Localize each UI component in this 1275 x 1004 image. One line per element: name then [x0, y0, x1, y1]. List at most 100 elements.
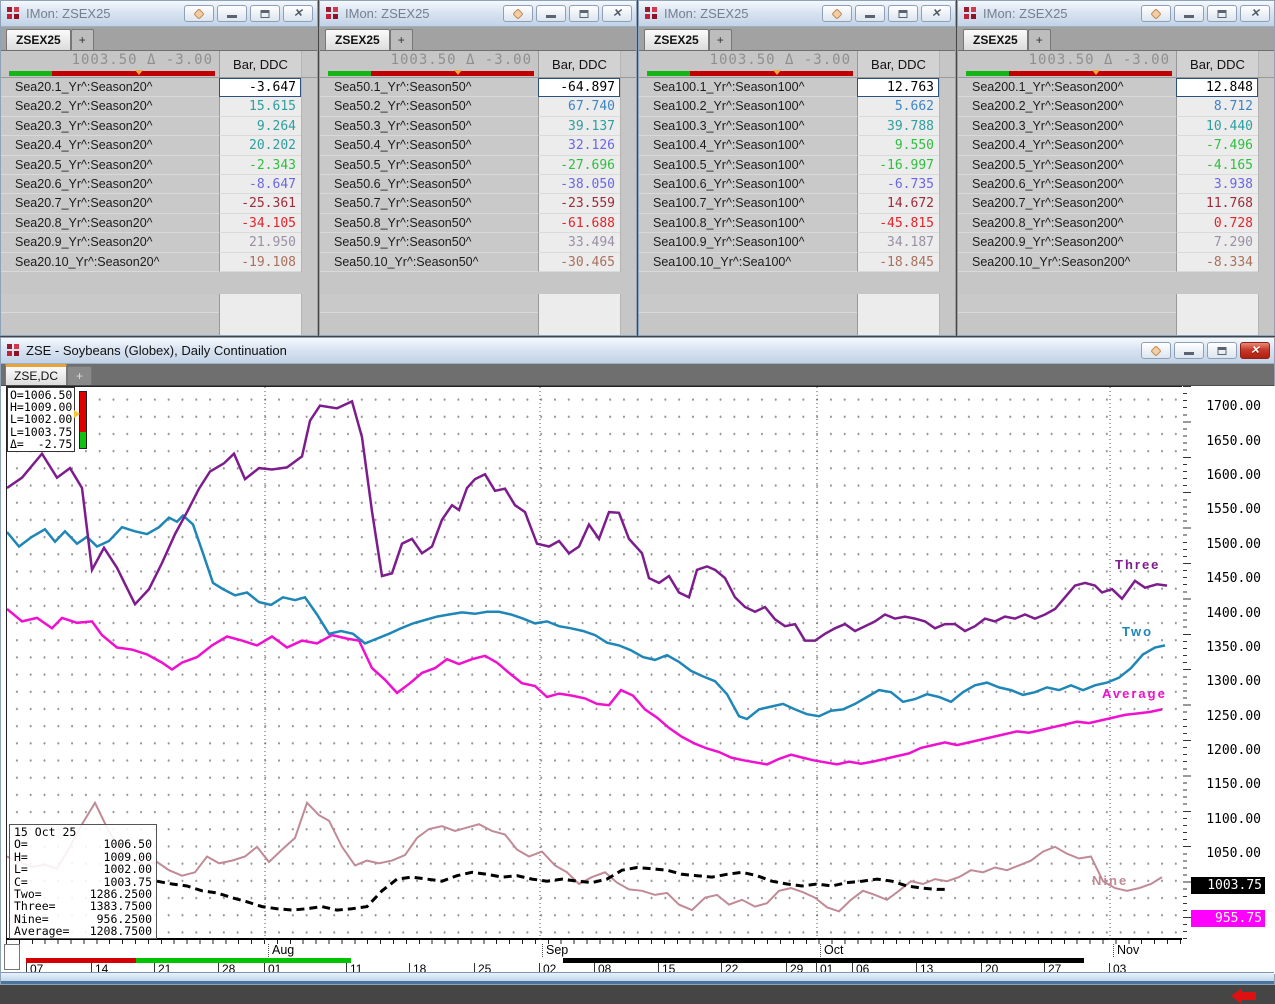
- table-row[interactable]: Sea50.3_Yr^:Season50^ 39.137: [320, 116, 636, 137]
- seasonal-series-value[interactable]: -45.815: [857, 213, 939, 234]
- seasonal-series-value[interactable]: 7.290: [1176, 233, 1258, 253]
- table-row[interactable]: Sea50.5_Yr^:Season50^ -27.696: [320, 155, 636, 175]
- seasonal-series-value[interactable]: -8.647: [219, 174, 301, 195]
- seasonal-series-value[interactable]: 67.740: [538, 97, 620, 117]
- tab-symbol[interactable]: ZSEX25: [6, 29, 71, 50]
- table-row[interactable]: Sea20.4_Yr^:Season20^ 20.202: [1, 136, 317, 156]
- tab-add[interactable]: +: [1027, 29, 1051, 50]
- minimize-button[interactable]: [1174, 5, 1204, 22]
- tab-add[interactable]: +: [708, 29, 732, 50]
- seasonal-series-value[interactable]: -61.688: [538, 213, 620, 234]
- table-row[interactable]: Sea20.2_Yr^:Season20^ 15.615: [1, 97, 317, 117]
- seasonal-series-value[interactable]: 12.848: [1176, 78, 1258, 98]
- tab-add[interactable]: +: [67, 366, 93, 385]
- table-row[interactable]: Sea200.7_Yr^:Season200^ 11.768: [958, 194, 1274, 214]
- seasonal-series-value[interactable]: 9.264: [219, 116, 301, 137]
- seasonal-series-value[interactable]: -19.108: [219, 252, 301, 272]
- seasonal-series-value[interactable]: -18.845: [857, 252, 939, 272]
- table-row[interactable]: Sea20.7_Yr^:Season20^ -25.361: [1, 194, 317, 214]
- table-row[interactable]: Sea20.5_Yr^:Season20^ -2.343: [1, 155, 317, 175]
- table-row[interactable]: Sea50.8_Yr^:Season50^ -61.688: [320, 213, 636, 234]
- table-row[interactable]: Sea200.5_Yr^:Season200^ -4.165: [958, 155, 1274, 175]
- table-row[interactable]: Sea200.10_Yr^:Season200^ -8.334: [958, 252, 1274, 272]
- tab-add[interactable]: +: [70, 29, 94, 50]
- column-header[interactable]: Bar, DDC: [857, 51, 939, 77]
- column-header[interactable]: Bar, DDC: [538, 51, 620, 77]
- table-row[interactable]: Sea100.8_Yr^:Season100^ -45.815: [639, 213, 955, 234]
- close-button[interactable]: ✕: [602, 5, 632, 22]
- seasonal-series-value[interactable]: 5.662: [857, 97, 939, 117]
- seasonal-series-value[interactable]: 8.712: [1176, 97, 1258, 117]
- seasonal-series-value[interactable]: 39.137: [538, 116, 620, 137]
- price-axis[interactable]: 1700.00 1650.00 1600.00 1550.00 1500.00 1450.…: [1183, 386, 1275, 1004]
- time-axis[interactable]: Aug Sep Oct Nov 07 14 21 28 01 11 18 25 02 08 15 22 29 01…: [1, 940, 1183, 975]
- table-row[interactable]: Sea50.6_Yr^:Season50^ -38.050: [320, 174, 636, 195]
- seasonal-series-value[interactable]: -6.735: [857, 174, 939, 195]
- pin-button[interactable]: [1141, 342, 1171, 359]
- seasonal-series-value[interactable]: -38.050: [538, 174, 620, 195]
- seasonal-series-value[interactable]: 14.672: [857, 194, 939, 214]
- table-row[interactable]: Sea50.4_Yr^:Season50^ 32.126: [320, 136, 636, 156]
- seasonal-series-value[interactable]: -23.559: [538, 194, 620, 214]
- seasonal-series-value[interactable]: -64.897: [538, 78, 620, 98]
- seasonal-series-value[interactable]: -8.334: [1176, 252, 1258, 272]
- maximize-button[interactable]: [250, 5, 280, 22]
- pin-button[interactable]: [1141, 5, 1171, 22]
- seasonal-series-value[interactable]: 15.615: [219, 97, 301, 117]
- table-row[interactable]: Sea20.9_Yr^:Season20^ 21.950: [1, 233, 317, 253]
- seasonal-series-value[interactable]: 3.938: [1176, 174, 1258, 195]
- close-button[interactable]: ✕: [1240, 5, 1270, 22]
- seasonal-series-value[interactable]: -27.696: [538, 155, 620, 175]
- table-row[interactable]: Sea20.6_Yr^:Season20^ -8.647: [1, 174, 317, 195]
- imon-titlebar[interactable]: IMon: ZSEX25 ✕: [320, 1, 636, 27]
- chart-plot[interactable]: O=1006.50 H=1009.00 L=1002.00 L=1003.75 Δ= -…: [6, 386, 1182, 941]
- seasonal-series-value[interactable]: -25.361: [219, 194, 301, 214]
- seasonal-series-value[interactable]: 34.187: [857, 233, 939, 253]
- column-header[interactable]: Bar, DDC: [219, 51, 301, 77]
- table-row[interactable]: Sea50.2_Yr^:Season50^ 67.740: [320, 97, 636, 117]
- seasonal-series-value[interactable]: 21.950: [219, 233, 301, 253]
- table-row[interactable]: Sea200.1_Yr^:Season200^ 12.848: [958, 78, 1274, 98]
- seasonal-series-value[interactable]: 12.763: [857, 78, 939, 98]
- minimize-button[interactable]: [217, 5, 247, 22]
- table-row[interactable]: Sea20.10_Yr^:Season20^ -19.108: [1, 252, 317, 272]
- pin-button[interactable]: [184, 5, 214, 22]
- seasonal-series-value[interactable]: -2.343: [219, 155, 301, 175]
- seasonal-series-value[interactable]: 39.788: [857, 116, 939, 137]
- imon-titlebar[interactable]: IMon: ZSEX25 ✕: [1, 1, 317, 27]
- maximize-button[interactable]: [1207, 342, 1237, 359]
- minimize-button[interactable]: [1174, 342, 1204, 359]
- maximize-button[interactable]: [888, 5, 918, 22]
- seasonal-series-value[interactable]: -34.105: [219, 213, 301, 234]
- table-row[interactable]: Sea100.3_Yr^:Season100^ 39.788: [639, 116, 955, 137]
- close-button[interactable]: ✕: [921, 5, 951, 22]
- maximize-button[interactable]: [569, 5, 599, 22]
- pin-button[interactable]: [503, 5, 533, 22]
- table-row[interactable]: Sea20.8_Yr^:Season20^ -34.105: [1, 213, 317, 234]
- chart-titlebar[interactable]: ZSE - Soybeans (Globex), Daily Continuat…: [1, 338, 1274, 364]
- table-row[interactable]: Sea200.9_Yr^:Season200^ 7.290: [958, 233, 1274, 253]
- scroll-thumb[interactable]: [4, 944, 20, 970]
- seasonal-series-value[interactable]: 32.126: [538, 136, 620, 156]
- minimize-button[interactable]: [855, 5, 885, 22]
- imon-titlebar[interactable]: IMon: ZSEX25 ✕: [639, 1, 955, 27]
- scroll-left-arrow-icon[interactable]: [1231, 988, 1256, 1004]
- table-row[interactable]: Sea200.4_Yr^:Season200^ -7.496: [958, 136, 1274, 156]
- table-row[interactable]: Sea100.10_Yr^:Sea100^ -18.845: [639, 252, 955, 272]
- table-row[interactable]: Sea50.7_Yr^:Season50^ -23.559: [320, 194, 636, 214]
- seasonal-series-value[interactable]: -4.165: [1176, 155, 1258, 175]
- seasonal-series-value[interactable]: -30.465: [538, 252, 620, 272]
- seasonal-series-value[interactable]: 11.768: [1176, 194, 1258, 214]
- maximize-button[interactable]: [1207, 5, 1237, 22]
- seasonal-series-value[interactable]: 10.440: [1176, 116, 1258, 137]
- table-row[interactable]: Sea50.1_Yr^:Season50^ -64.897: [320, 78, 636, 98]
- table-row[interactable]: Sea50.10_Yr^:Season50^ -30.465: [320, 252, 636, 272]
- tab-symbol[interactable]: ZSEX25: [963, 29, 1028, 50]
- close-button[interactable]: ✕: [283, 5, 313, 22]
- table-row[interactable]: Sea20.3_Yr^:Season20^ 9.264: [1, 116, 317, 137]
- table-row[interactable]: Sea50.9_Yr^:Season50^ 33.494: [320, 233, 636, 253]
- seasonal-series-value[interactable]: 9.550: [857, 136, 939, 156]
- pin-button[interactable]: [822, 5, 852, 22]
- table-row[interactable]: Sea200.2_Yr^:Season200^ 8.712: [958, 97, 1274, 117]
- seasonal-series-value[interactable]: 0.728: [1176, 213, 1258, 234]
